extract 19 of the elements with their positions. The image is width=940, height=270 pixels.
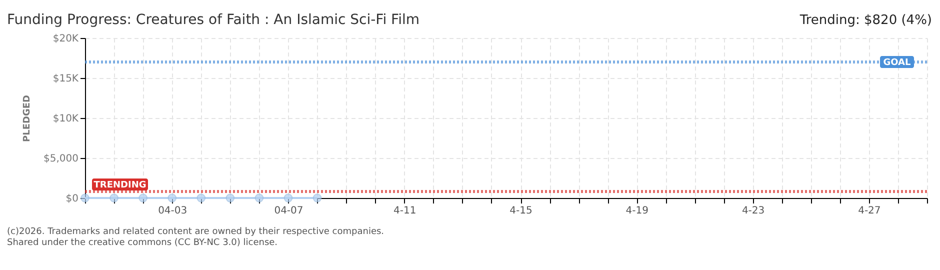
y-tick-label: $10K	[52, 114, 79, 124]
ref-line-label: TRENDING	[94, 180, 146, 190]
y-tick-label: $15K	[52, 74, 79, 84]
x-tick-label: 4-15	[510, 206, 532, 216]
x-tick-label: 4-19	[626, 206, 649, 216]
text: (c)2026. Trademarks and related content are owned by their respective companies.	[7, 227, 384, 237]
y-tick-label: $0	[66, 194, 78, 204]
x-tick-label: 04-07	[274, 206, 304, 216]
ref-line-label: GOAL	[883, 58, 912, 68]
x-tick-label: 4-23	[742, 206, 765, 216]
text: Shared under the creative commons (CC BY-NC 3.0) license.	[7, 238, 278, 248]
x-tick-label: 4-27	[858, 206, 881, 216]
x-tick-label: 4-11	[394, 206, 416, 216]
chart-title: Funding Progress: Creatures of Faith : An Islamic Sci-Fi Film	[7, 12, 420, 28]
y-axis-title: PLEDGED	[22, 95, 33, 142]
x-tick-label: 04-03	[158, 206, 188, 216]
chart-subtitle: Trending: $820 (4%)	[798, 13, 932, 28]
y-tick-label: $5,000	[44, 154, 78, 164]
y-tick-label: $20K	[52, 34, 79, 44]
